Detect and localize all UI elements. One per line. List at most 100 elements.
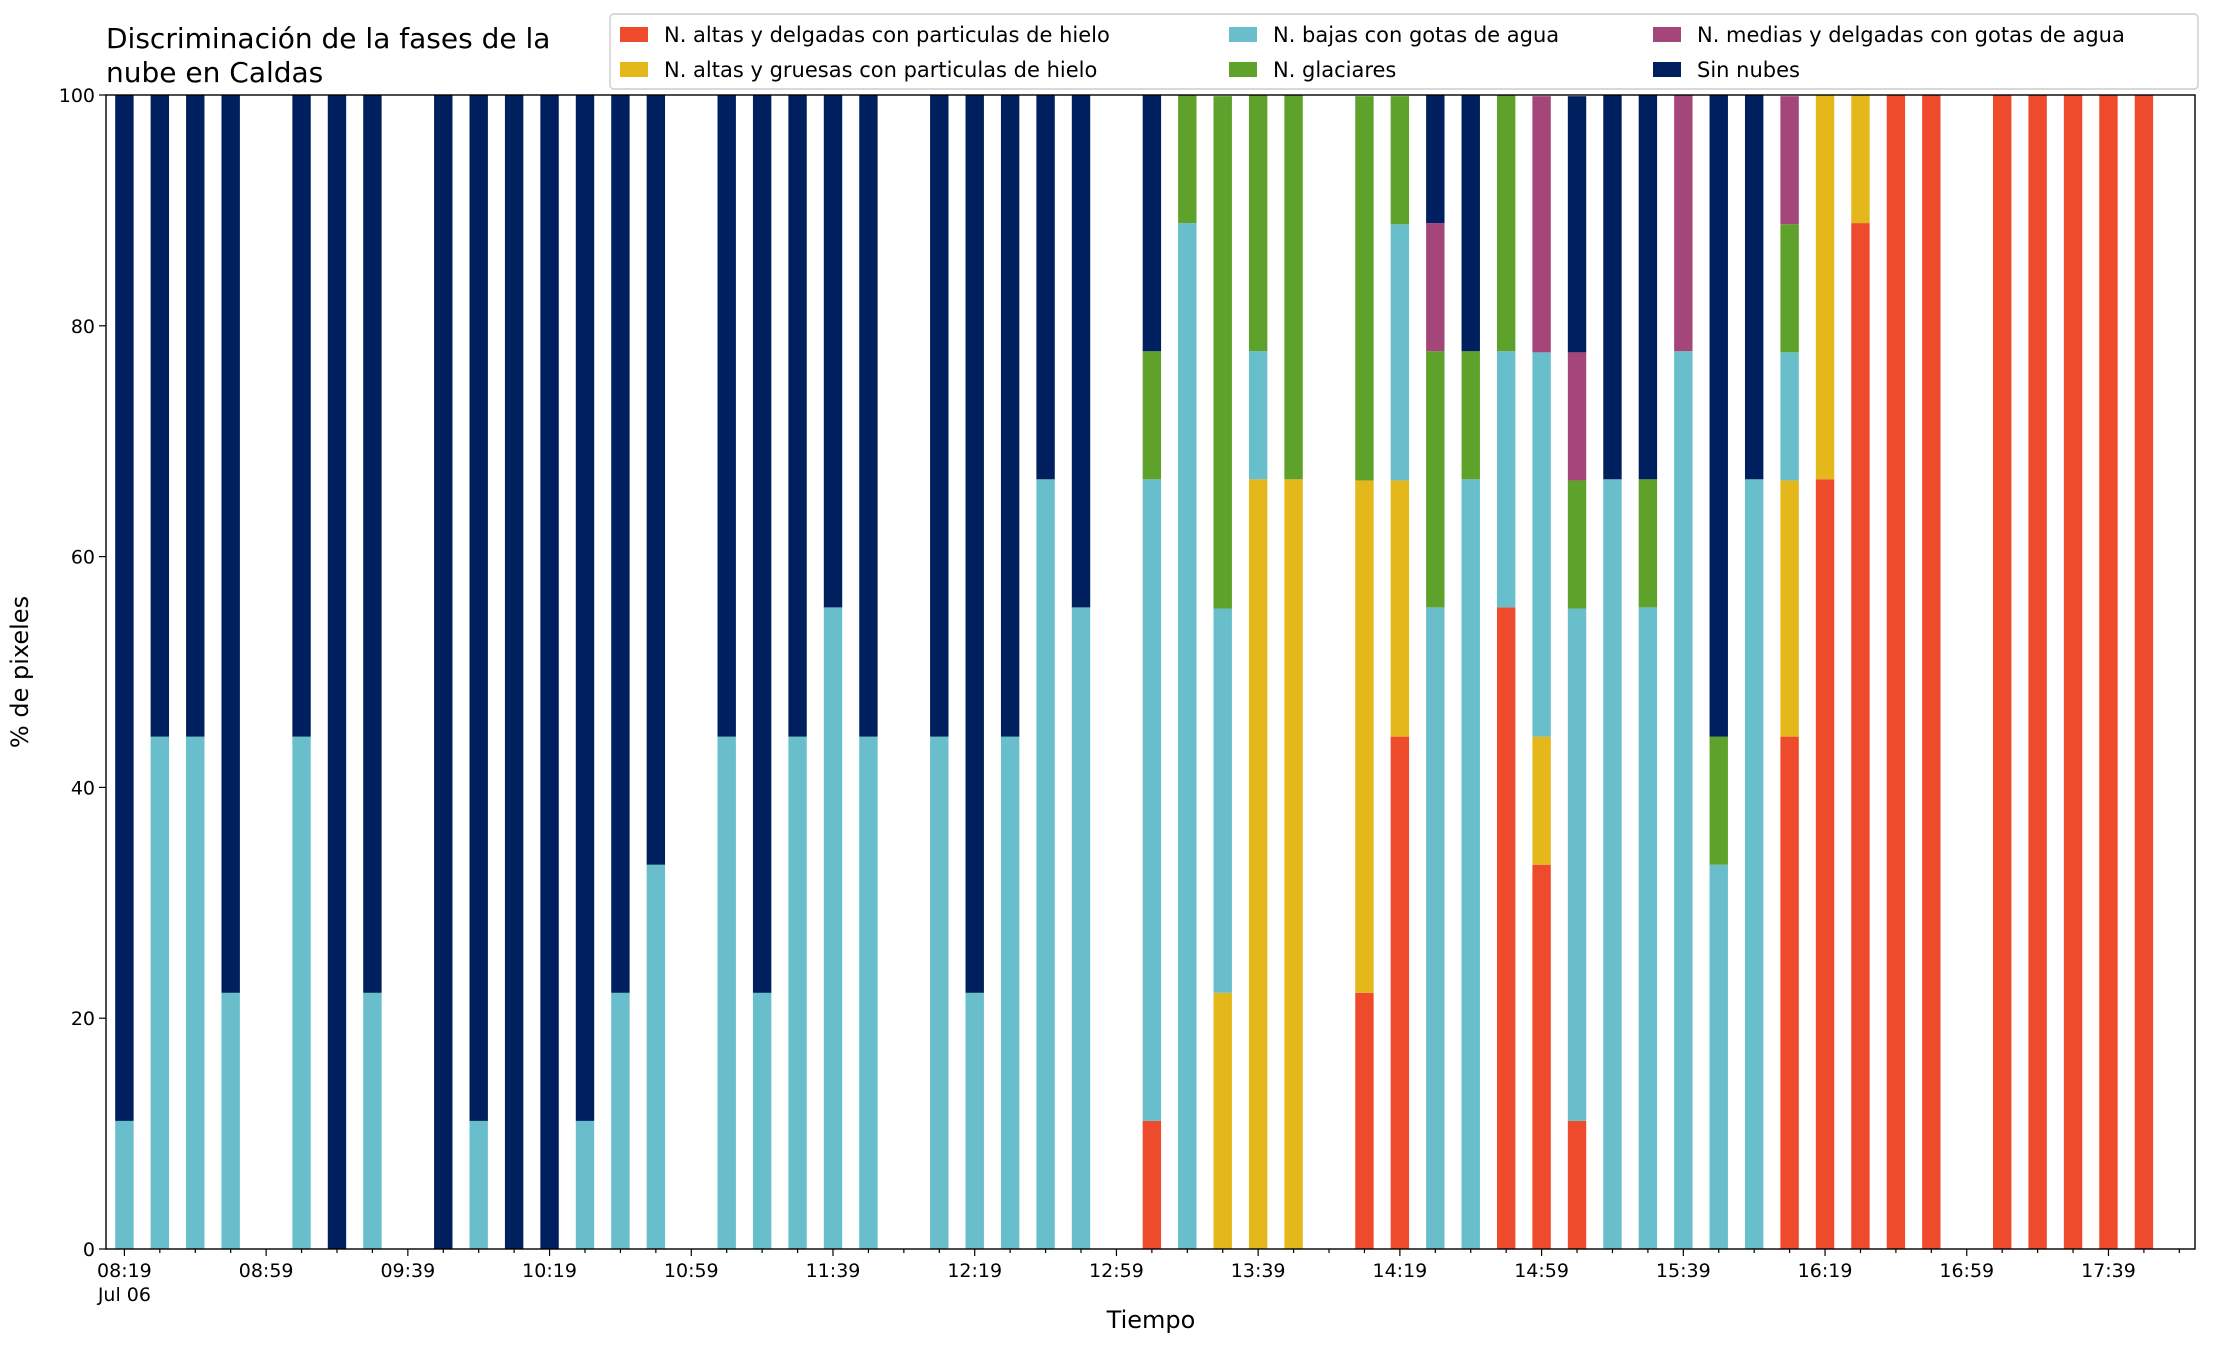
bar-segment xyxy=(575,1120,595,1249)
bar-segment xyxy=(1886,95,1906,1249)
x-sublabel: Jul 06 xyxy=(97,1284,151,1306)
bar-segment xyxy=(717,736,736,1249)
bar-segment xyxy=(646,95,666,865)
x-axis-label: Tiempo xyxy=(1106,1306,1196,1334)
x-tick-label: 17:39 xyxy=(2081,1260,2136,1282)
bar-segment xyxy=(1603,95,1622,480)
bar-segment xyxy=(611,992,630,1249)
bar-segment xyxy=(1638,479,1658,608)
bar-segment xyxy=(1780,736,1799,1249)
legend-label: N. glaciares xyxy=(1273,58,1396,82)
bar-segment xyxy=(788,736,807,1249)
legend-swatch xyxy=(1653,27,1681,42)
x-tick-label: 15:39 xyxy=(1656,1260,1711,1282)
legend-box xyxy=(609,13,2199,90)
bar-segment xyxy=(150,736,170,1249)
bar-segment xyxy=(575,95,595,1121)
bar-segment xyxy=(1461,479,1480,1250)
bar-segment xyxy=(469,1120,488,1249)
bar-segment xyxy=(1780,96,1799,225)
bar-segment xyxy=(823,95,843,608)
bar-segment xyxy=(1036,95,1055,480)
bar-segment xyxy=(150,95,170,737)
x-tick-label: 16:19 xyxy=(1798,1260,1853,1282)
bar-segment xyxy=(859,736,878,1249)
y-tick-label: 40 xyxy=(71,777,95,799)
bar-segment xyxy=(1248,351,1268,480)
bar-segment xyxy=(752,95,772,993)
bar-segment xyxy=(1744,479,1764,1250)
bar-segment xyxy=(2063,95,2083,1249)
bar-segment xyxy=(1142,479,1162,1121)
bar-segment xyxy=(1213,608,1232,993)
bar-segment xyxy=(1674,351,1693,1249)
bar-segment xyxy=(186,95,205,737)
bar-segment xyxy=(1744,95,1764,480)
bar-segment xyxy=(646,864,666,1249)
bar-segment xyxy=(1426,223,1445,352)
bar-segment xyxy=(1603,479,1622,1250)
legend-label: N. bajas con gotas de agua xyxy=(1273,23,1559,47)
x-tick-label: 10:19 xyxy=(522,1260,577,1282)
bar-segment xyxy=(1284,479,1303,1250)
bar-segment xyxy=(1355,96,1374,481)
x-tick-label: 11:39 xyxy=(806,1260,861,1282)
bar-segment xyxy=(1567,608,1587,1121)
bar-segment xyxy=(2099,95,2118,1249)
x-tick-label: 14:19 xyxy=(1372,1260,1427,1282)
legend: N. altas y delgadas con particulas de hi… xyxy=(609,13,2199,90)
x-tick-label: 09:39 xyxy=(380,1260,435,1282)
y-tick-label: 20 xyxy=(71,1008,95,1030)
legend-label: N. medias y delgadas con gotas de agua xyxy=(1697,23,2125,47)
bar-segment xyxy=(1248,95,1268,352)
bar-segment xyxy=(115,1120,134,1249)
bar-segment xyxy=(823,607,843,1249)
bar-segment xyxy=(2134,95,2154,1249)
bar-segment xyxy=(1248,479,1268,1250)
bar-segment xyxy=(1142,1120,1162,1249)
bar-segment xyxy=(930,95,949,737)
bar-segment xyxy=(1426,607,1445,1249)
x-tick-label: 08:59 xyxy=(239,1260,294,1282)
bar-segment xyxy=(363,95,382,993)
legend-label: N. altas y delgadas con particulas de hi… xyxy=(664,23,1110,47)
bar-segment xyxy=(1071,607,1091,1249)
bar-segment xyxy=(221,992,240,1249)
bar-segment xyxy=(1142,351,1162,480)
bar-segment xyxy=(1036,479,1055,1250)
bar-segment xyxy=(327,95,347,1249)
bar-segment xyxy=(1567,352,1587,481)
x-tick-label: 13:39 xyxy=(1231,1260,1286,1282)
bar-segment xyxy=(611,95,630,993)
bar-segment xyxy=(115,95,134,1121)
bar-segment xyxy=(717,95,736,737)
y-tick-label: 100 xyxy=(59,85,95,107)
x-tick-label: 10:59 xyxy=(664,1260,719,1282)
bar-segment xyxy=(1532,96,1551,353)
bar-segment xyxy=(1000,736,1020,1249)
bar-segment xyxy=(1709,864,1728,1249)
bar-segment xyxy=(1815,479,1835,1250)
y-tick-label: 0 xyxy=(83,1239,95,1261)
bar-segment xyxy=(1355,480,1374,993)
bar-segment xyxy=(1709,95,1728,737)
bar-segment xyxy=(186,736,205,1249)
bar-segment xyxy=(1390,224,1410,481)
x-tick-label: 08:19 xyxy=(97,1260,152,1282)
legend-swatch xyxy=(620,27,648,42)
y-tick-label: 60 xyxy=(71,547,95,569)
legend-label: Sin nubes xyxy=(1697,58,1800,82)
bar-segment xyxy=(1461,351,1480,480)
chart-title: Discriminación de la fases de la nube en… xyxy=(106,22,551,89)
bar-segment xyxy=(434,95,453,1249)
bar-segment xyxy=(1815,95,1835,480)
x-tick-label: 12:59 xyxy=(1089,1260,1144,1282)
bar-segment xyxy=(1780,224,1799,353)
bar-segment xyxy=(1567,480,1587,609)
bar-segment xyxy=(1390,736,1410,1249)
legend-swatch xyxy=(1229,62,1257,77)
bar-segment xyxy=(1496,351,1516,608)
x-tick-label: 12:19 xyxy=(947,1260,1002,1282)
